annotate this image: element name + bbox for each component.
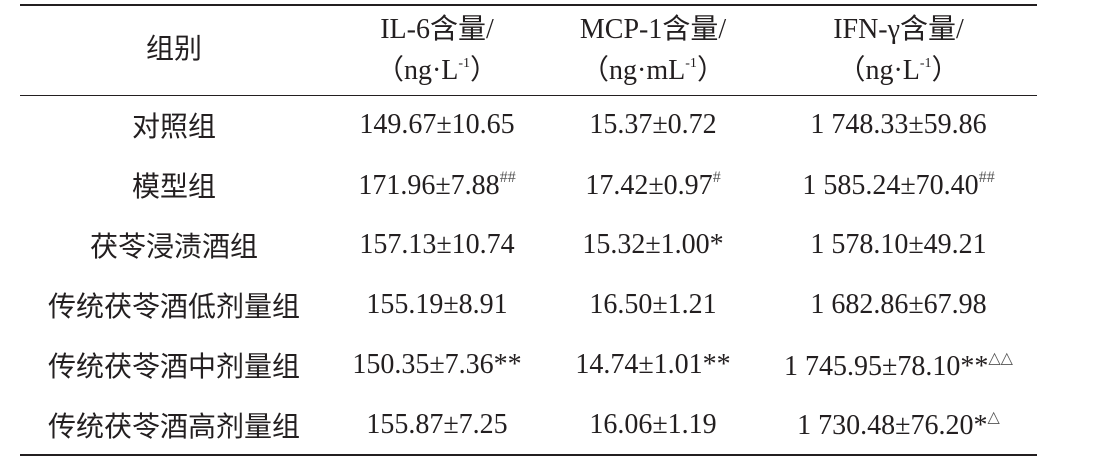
- table-row: 传统茯苓酒低剂量组 155.19±8.91 16.50±1.21 1 682.86±6…: [20, 275, 1037, 335]
- header-text: 组别: [145, 34, 202, 66]
- cell-text: 传统茯苓酒中剂量组: [47, 352, 300, 383]
- table-row: 传统茯苓酒高剂量组 155.87±7.25 16.06±1.19 1 730.48±7…: [20, 395, 1037, 455]
- cell-text: 15.32±1.00*: [582, 229, 724, 260]
- cell-text: 1 682.86±67.98: [810, 289, 987, 320]
- header-unit: （ng·L: [837, 54, 920, 86]
- cell-text: 149.67±10.65: [359, 109, 515, 141]
- table-row: 茯苓浸渍酒组 157.13±10.74 15.32±1.00* 1 578.10±49…: [20, 215, 1037, 275]
- table-row: 模型组 171.96±7.88## 17.42±0.97# 1 585.24±70.4…: [20, 155, 1037, 215]
- header-unit-end: ）: [931, 54, 960, 86]
- group-cell: 传统茯苓酒低剂量组: [20, 275, 328, 335]
- value-cell: 149.67±10.65: [328, 95, 546, 155]
- value-cell: 157.13±10.74: [328, 215, 546, 275]
- table-row: 传统茯苓酒中剂量组 150.35±7.36** 14.74±1.01** 1 745.…: [20, 335, 1037, 395]
- group-cell: 传统茯苓酒高剂量组: [20, 395, 328, 455]
- cell-text: 1 745.95±78.10**: [784, 350, 989, 382]
- cell-text: 17.42±0.97: [585, 169, 713, 201]
- header-row: 组别 IL-6含量/（ng·L-1） MCP-1含量/（ng·mL-1） IFN-γ含…: [20, 5, 1037, 95]
- value-cell: 155.87±7.25: [328, 395, 546, 455]
- value-cell: 15.37±0.72: [546, 95, 760, 155]
- cell-text: 传统茯苓酒高剂量组: [47, 411, 300, 443]
- value-cell: 17.42±0.97#: [546, 155, 760, 215]
- group-cell: 模型组: [20, 155, 328, 215]
- cell-text: 对照组: [131, 112, 216, 144]
- data-table: 组别 IL-6含量/（ng·L-1） MCP-1含量/（ng·mL-1） IFN-γ含…: [20, 4, 1037, 456]
- value-cell: 1 585.24±70.40##: [760, 155, 1037, 215]
- unit-exponent: -1: [919, 55, 932, 71]
- cell-text: 16.50±1.21: [589, 289, 717, 320]
- cell-text: 155.87±7.25: [366, 408, 508, 440]
- unit-exponent: -1: [458, 55, 471, 71]
- header-text: IFN-γ含量/: [833, 13, 964, 45]
- header-text: IL-6含量/: [380, 13, 494, 45]
- header-cell: IL-6含量/ （ng·L-1）: [328, 5, 546, 95]
- cell-text: 茯苓浸渍酒组: [89, 232, 258, 263]
- value-cell: 16.06±1.19: [546, 395, 760, 455]
- value-cell: 1 578.10±49.21: [760, 215, 1037, 275]
- value-cell: 1 745.95±78.10**△△: [760, 335, 1037, 395]
- header-cell: MCP-1含量/ （ng·mL-1）: [546, 5, 760, 95]
- significance-mark: △: [987, 409, 1000, 426]
- header-text: MCP-1含量/: [579, 13, 727, 45]
- cell-text: 16.06±1.19: [589, 408, 717, 440]
- cell-text: 171.96±7.88: [358, 169, 500, 201]
- cell-text: 155.19±8.91: [366, 289, 508, 320]
- value-cell: 1 730.48±76.20*△: [760, 395, 1037, 455]
- cell-text: 1 578.10±49.21: [810, 229, 987, 260]
- significance-mark: ##: [499, 168, 516, 186]
- significance-mark: #: [712, 168, 721, 186]
- table-row: 对照组 149.67±10.65 15.37±0.72 1 748.33±59.86: [20, 95, 1037, 155]
- value-cell: 171.96±7.88##: [328, 155, 546, 215]
- cell-text: 14.74±1.01**: [575, 349, 731, 380]
- cell-text: 传统茯苓酒低剂量组: [47, 292, 300, 323]
- value-cell: 14.74±1.01**: [546, 335, 760, 395]
- header-cell: IFN-γ含量/ （ng·L-1）: [760, 5, 1037, 95]
- cell-text: 1 748.33±59.86: [810, 109, 987, 141]
- cell-text: 模型组: [131, 172, 216, 203]
- value-cell: 150.35±7.36**: [328, 335, 546, 395]
- header-unit: （ng·L: [375, 54, 459, 86]
- significance-mark: ##: [978, 168, 995, 186]
- value-cell: 15.32±1.00*: [546, 215, 760, 275]
- header-unit-end: ）: [696, 54, 725, 86]
- header-unit-end: ）: [470, 54, 499, 86]
- cell-text: 15.37±0.72: [589, 109, 717, 141]
- unit-exponent: -1: [685, 55, 697, 71]
- value-cell: 16.50±1.21: [546, 275, 760, 335]
- cell-text: 1 730.48±76.20*: [797, 410, 988, 441]
- significance-mark: △△: [988, 349, 1013, 367]
- group-cell: 茯苓浸渍酒组: [20, 215, 328, 275]
- value-cell: 155.19±8.91: [328, 275, 546, 335]
- cell-text: 150.35±7.36**: [352, 349, 522, 380]
- group-cell: 对照组: [20, 95, 328, 155]
- cell-text: 157.13±10.74: [359, 229, 515, 260]
- cell-text: 1 585.24±70.40: [802, 169, 979, 201]
- group-cell: 传统茯苓酒中剂量组: [20, 335, 328, 395]
- value-cell: 1 682.86±67.98: [760, 275, 1037, 335]
- header-unit: （ng·mL: [581, 54, 686, 86]
- header-cell: 组别: [20, 5, 328, 95]
- value-cell: 1 748.33±59.86: [760, 95, 1037, 155]
- table-body: 对照组 149.67±10.65 15.37±0.72 1 748.33±59.86 模…: [20, 95, 1037, 455]
- table-header: 组别 IL-6含量/（ng·L-1） MCP-1含量/（ng·mL-1） IFN-γ含…: [20, 5, 1037, 95]
